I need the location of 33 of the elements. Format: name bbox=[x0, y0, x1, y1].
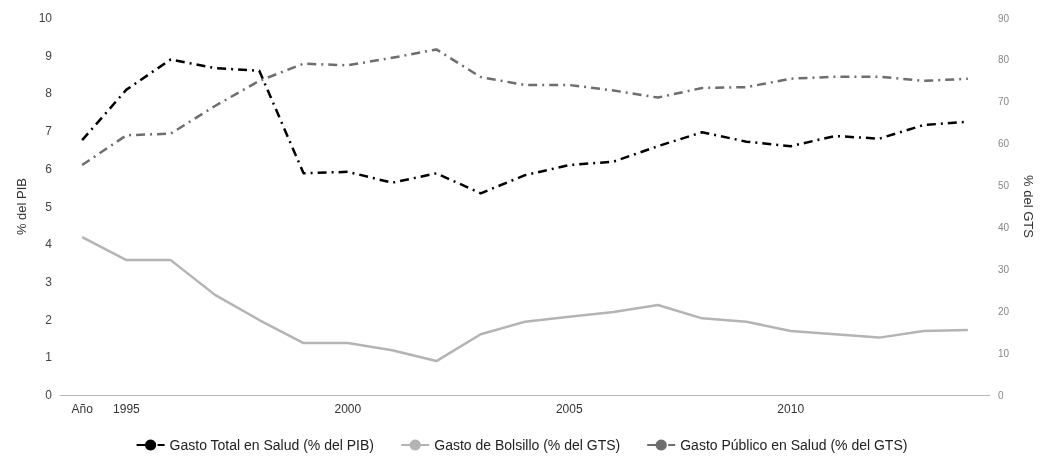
y2-tick-label: 70 bbox=[998, 96, 1010, 108]
y2-tick-label: 80 bbox=[998, 54, 1010, 66]
y-tick-label: 4 bbox=[45, 237, 53, 252]
y2-tick-label: 60 bbox=[998, 138, 1010, 150]
y2-tick-label: 90 bbox=[998, 12, 1010, 24]
y-tick-label: 0 bbox=[45, 388, 53, 402]
x-tick-label: 2005 bbox=[555, 402, 583, 416]
y-tick-label: 10 bbox=[38, 11, 53, 25]
line-series bbox=[80, 48, 970, 167]
y2-tick-label: 20 bbox=[998, 305, 1010, 317]
x-tick-label: 1995 bbox=[113, 402, 141, 416]
y-tick-label: 7 bbox=[45, 124, 53, 139]
y-axis-title: % del PIB bbox=[13, 177, 29, 236]
y-tick-label: 6 bbox=[45, 161, 53, 176]
y-tick-label: 3 bbox=[45, 274, 53, 289]
legend-label: Gasto Total en Salud (% del PIB) bbox=[169, 437, 374, 453]
x-tick-label: Año bbox=[71, 402, 94, 416]
x-tick-label: 2010 bbox=[777, 402, 805, 416]
y-tick-label: 2 bbox=[45, 312, 53, 327]
y2-tick-label: 10 bbox=[998, 347, 1010, 359]
y2-tick-label: 30 bbox=[998, 263, 1010, 275]
legend-label: Gasto de Bolsillo (% del GTS) bbox=[434, 437, 621, 453]
y-tick-label: 5 bbox=[45, 199, 53, 214]
y2-axis-title: % del GTS bbox=[1021, 175, 1036, 239]
y2-tick-label: 50 bbox=[998, 180, 1010, 192]
y-tick-label: 9 bbox=[45, 48, 53, 63]
legend-label: Gasto Público en Salud (% del GTS) bbox=[680, 437, 908, 453]
y-tick-label: 1 bbox=[45, 350, 53, 365]
line-series bbox=[80, 235, 970, 363]
y-tick-label: 8 bbox=[45, 86, 53, 101]
y2-tick-label: 40 bbox=[998, 221, 1010, 233]
x-tick-label: 2000 bbox=[334, 402, 362, 416]
y2-tick-label: 0 bbox=[998, 389, 1004, 401]
